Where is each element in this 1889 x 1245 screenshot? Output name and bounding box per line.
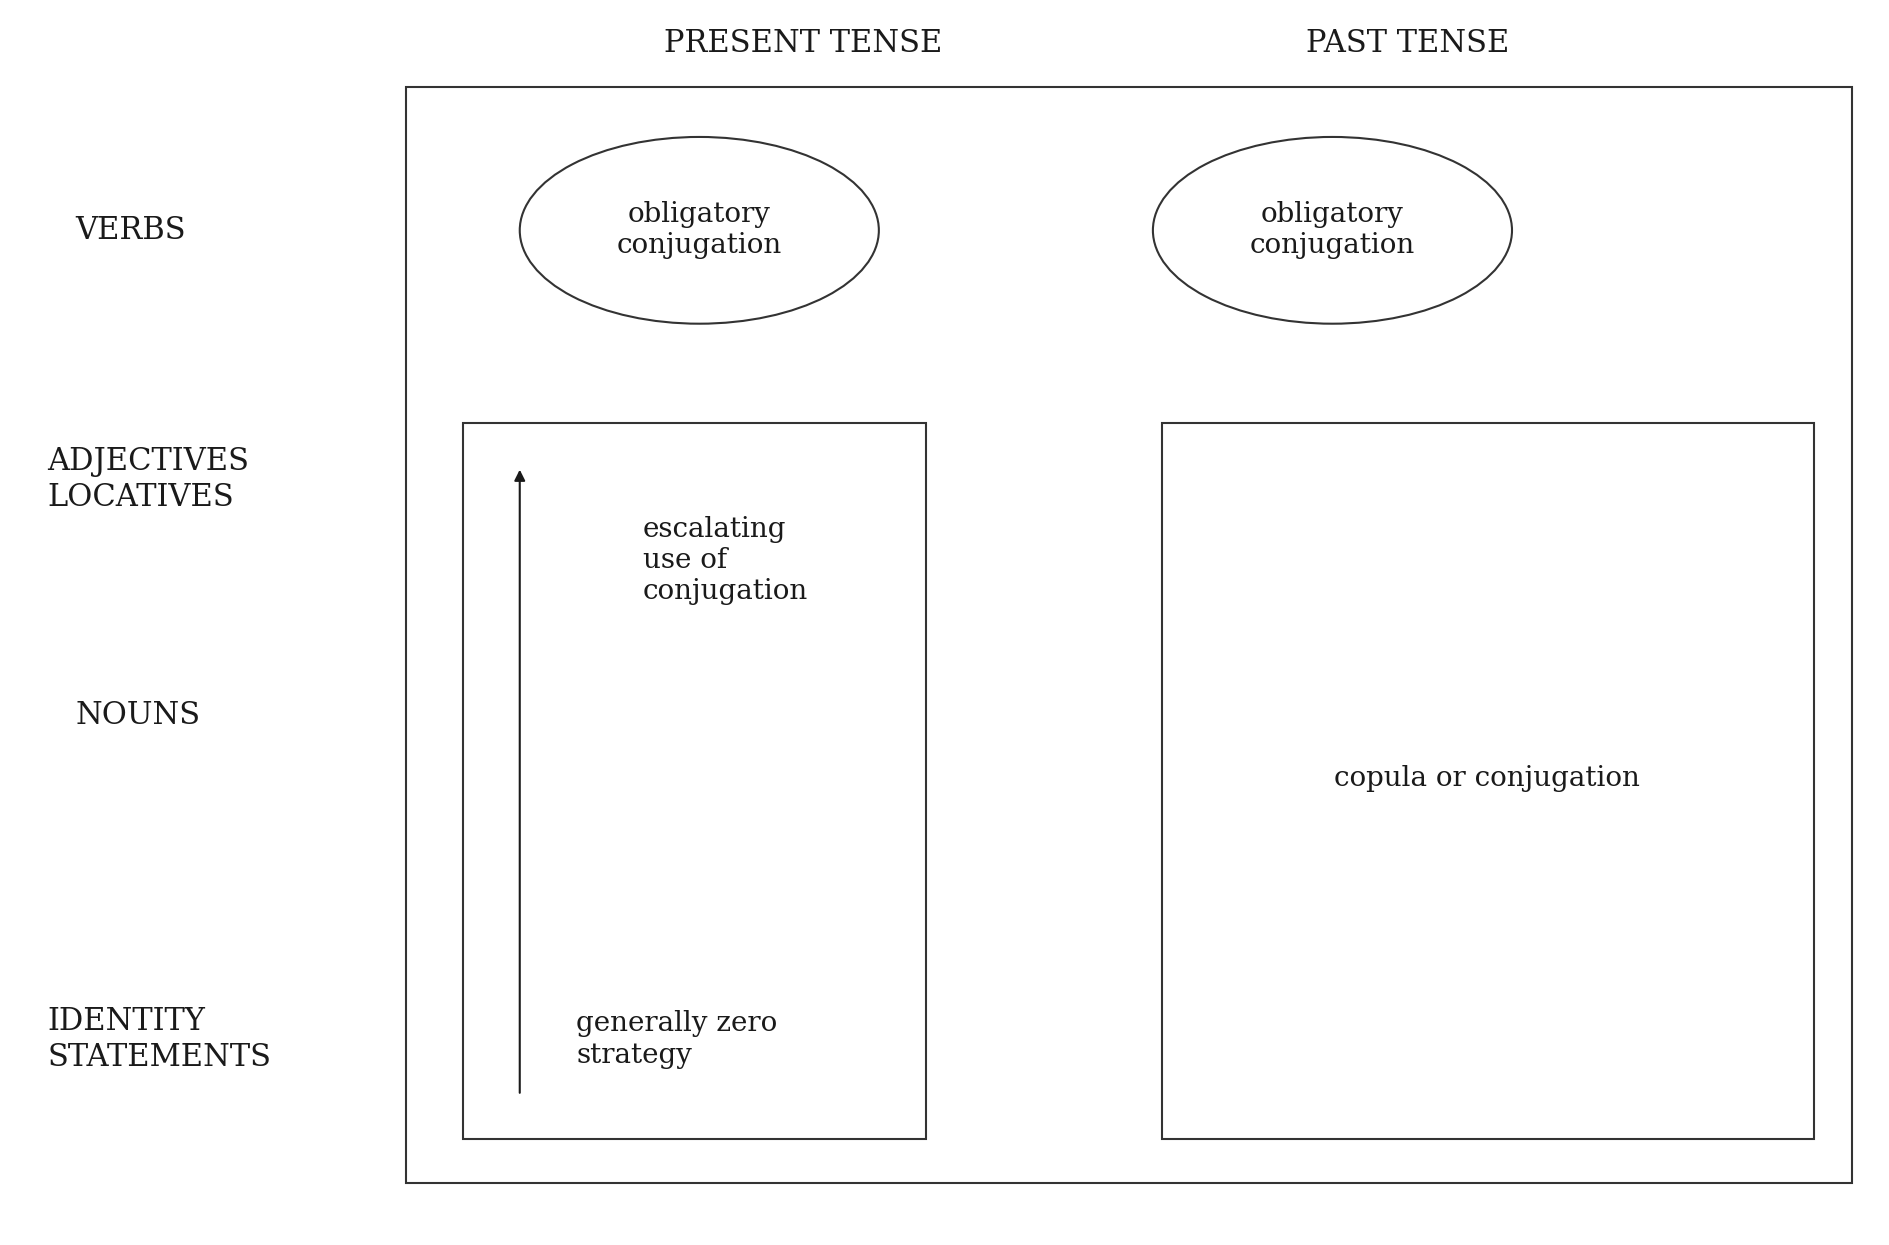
- Text: NOUNS: NOUNS: [76, 701, 200, 731]
- Ellipse shape: [1152, 137, 1511, 324]
- Text: VERBS: VERBS: [76, 215, 187, 245]
- Text: PRESENT TENSE: PRESENT TENSE: [663, 29, 943, 59]
- Text: escalating
use of
conjugation: escalating use of conjugation: [642, 515, 807, 605]
- Text: obligatory
conjugation: obligatory conjugation: [616, 202, 782, 259]
- Text: PAST TENSE: PAST TENSE: [1305, 29, 1509, 59]
- Ellipse shape: [519, 137, 878, 324]
- Text: obligatory
conjugation: obligatory conjugation: [1249, 202, 1415, 259]
- Text: generally zero
strategy: generally zero strategy: [576, 1011, 776, 1068]
- Text: ADJECTIVES
LOCATIVES: ADJECTIVES LOCATIVES: [47, 446, 249, 513]
- Bar: [406, 87, 1851, 1183]
- Text: copula or conjugation: copula or conjugation: [1334, 764, 1640, 792]
- Text: IDENTITY
STATEMENTS: IDENTITY STATEMENTS: [47, 1006, 272, 1073]
- Bar: [463, 423, 926, 1139]
- Bar: [1162, 423, 1813, 1139]
